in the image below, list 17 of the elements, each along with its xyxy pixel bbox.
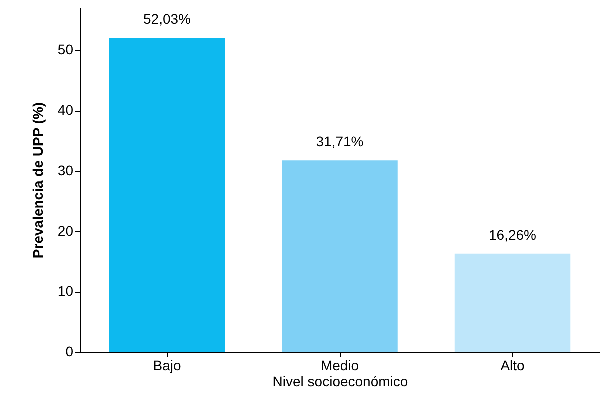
x-tick-label: Bajo	[153, 358, 182, 374]
bar	[109, 38, 226, 352]
bar	[282, 160, 398, 352]
y-tick-label: 10	[58, 283, 74, 300]
data-label: 31,71%	[316, 134, 364, 150]
y-axis-title: Prevalencia de UPP (%)	[30, 102, 46, 259]
y-tick-label: 30	[58, 162, 74, 178]
x-tick-label: Medio	[320, 358, 360, 374]
bar	[454, 254, 571, 352]
y-tick-label: 0	[66, 344, 74, 360]
data-label: 52,03%	[144, 10, 191, 27]
y-tick-label: 20	[58, 222, 74, 239]
x-axis-title: Nivel socioeconómico	[272, 374, 408, 390]
y-tick-label: 40	[58, 102, 74, 118]
y-tick-label: 50	[58, 42, 74, 58]
data-label: 16,26%	[489, 226, 536, 243]
x-tick-label: Alto	[500, 358, 526, 374]
